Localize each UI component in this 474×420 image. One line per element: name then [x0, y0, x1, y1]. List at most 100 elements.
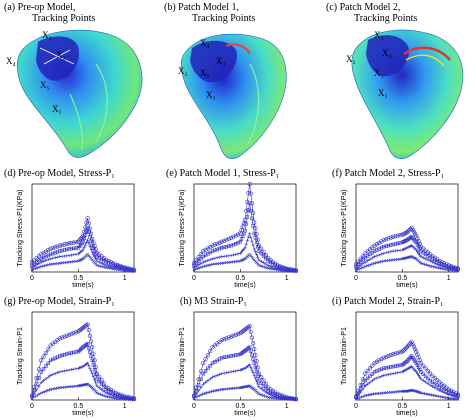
data-point-plus [415, 250, 420, 254]
data-point-plus [72, 253, 76, 257]
data-point-square [365, 376, 370, 381]
data-point-x [53, 387, 57, 391]
data-point-square [361, 258, 365, 262]
data-point-plus [84, 240, 89, 245]
data-point-x [32, 267, 36, 271]
data-point-plus [257, 258, 261, 262]
data-point-plus [83, 243, 87, 247]
data-point-plus [41, 259, 46, 263]
x-tick-label: 0.5 [397, 275, 407, 282]
data-point-square [261, 254, 266, 258]
data-point-square [48, 252, 53, 257]
data-point-x [424, 392, 428, 396]
data-point-square [396, 363, 400, 368]
data-point-square [222, 355, 226, 360]
plot-h: 0 0.5 1 time(s) Tracking Strain-P1 [179, 311, 299, 417]
data-point-circle [217, 240, 222, 245]
data-point-plus [215, 373, 219, 377]
data-point-x [292, 269, 296, 273]
data-point-x [433, 265, 437, 269]
data-point-circle [201, 248, 206, 254]
data-point-plus [201, 260, 205, 264]
data-point-x [359, 395, 363, 399]
data-point-square [252, 231, 256, 236]
data-point-square [250, 353, 254, 357]
data-point-circle [43, 249, 49, 254]
data-point-plus [104, 391, 108, 395]
data-point-plus [368, 257, 372, 261]
data-point-plus [91, 375, 96, 379]
data-point-square [41, 367, 46, 371]
data-point-plus [264, 262, 268, 266]
data-point-circle [111, 261, 116, 266]
panel-c-label: (c) Patch Model 2, Tracking Points [326, 2, 417, 24]
data-point-plus [236, 252, 240, 256]
data-point-x [403, 389, 407, 393]
data-point-x [444, 267, 448, 271]
data-point-circle [418, 360, 424, 366]
data-point-plus [224, 371, 229, 375]
data-point-plus [67, 368, 71, 372]
data-point-square [58, 249, 62, 253]
data-point-plus [231, 253, 236, 257]
data-point-square [215, 247, 219, 252]
data-point-plus [74, 367, 78, 371]
data-point-square [224, 245, 229, 249]
x-tick-label: 0 [354, 403, 358, 410]
plot-e: 0 0.5 1 time(s) Tracking Stress-P1(KPa) [179, 181, 299, 289]
data-point-x [46, 388, 50, 392]
data-point-x [419, 261, 423, 265]
data-point-plus [88, 244, 92, 248]
data-point-square [261, 384, 266, 388]
data-point-plus [213, 374, 217, 378]
data-point-x [356, 267, 360, 271]
data-point-plus [440, 389, 444, 394]
data-point-plus [106, 392, 111, 396]
data-point-plus [132, 269, 136, 273]
x-tick-label: 0.5 [73, 403, 83, 410]
data-point-plus [102, 262, 106, 266]
data-point-square [386, 243, 391, 248]
data-point-square [62, 248, 67, 252]
data-point-plus [428, 383, 432, 387]
data-point-x [192, 268, 196, 272]
data-point-square [426, 376, 430, 381]
data-point-square [379, 246, 384, 250]
data-point-plus [361, 387, 365, 391]
data-point-circle [414, 233, 419, 238]
data-point-circle [381, 355, 386, 360]
data-point-plus [203, 259, 208, 263]
data-point-x [194, 395, 198, 399]
data-point-square [60, 248, 64, 253]
data-point-x [95, 391, 99, 395]
data-point-x [287, 269, 291, 273]
data-point-x [430, 393, 435, 397]
data-point-plus [433, 261, 437, 265]
data-point-plus [456, 268, 460, 272]
data-point-circle [203, 247, 208, 252]
data-point-square [247, 201, 252, 205]
data-point-square [88, 235, 92, 239]
data-point-plus [51, 372, 55, 377]
data-point-circle [64, 241, 69, 247]
data-point-square [217, 246, 222, 251]
data-point-plus [87, 241, 91, 245]
data-point-x [370, 262, 374, 266]
data-point-square [72, 350, 76, 355]
data-point-x [444, 396, 448, 400]
data-point-square [199, 377, 203, 382]
data-point-square [231, 242, 236, 247]
data-point-circle [228, 334, 234, 339]
data-point-plus [356, 265, 360, 269]
plot-f: 0 0.5 1 time(s) Tracking Stress-P1(KPa) [341, 183, 461, 289]
panel-a-label-line2: Tracking Points [32, 13, 96, 24]
point-x1-b: X₁ [206, 90, 216, 100]
data-point-circle [97, 374, 102, 379]
data-point-circle [367, 366, 373, 371]
data-point-plus [454, 395, 458, 399]
data-point-plus [97, 386, 101, 390]
data-point-square [44, 364, 48, 368]
plot-f-label: (f) Patch Model 2, Stress-P₁ [332, 168, 445, 179]
data-point-plus [268, 264, 273, 268]
data-point-square [90, 358, 94, 363]
